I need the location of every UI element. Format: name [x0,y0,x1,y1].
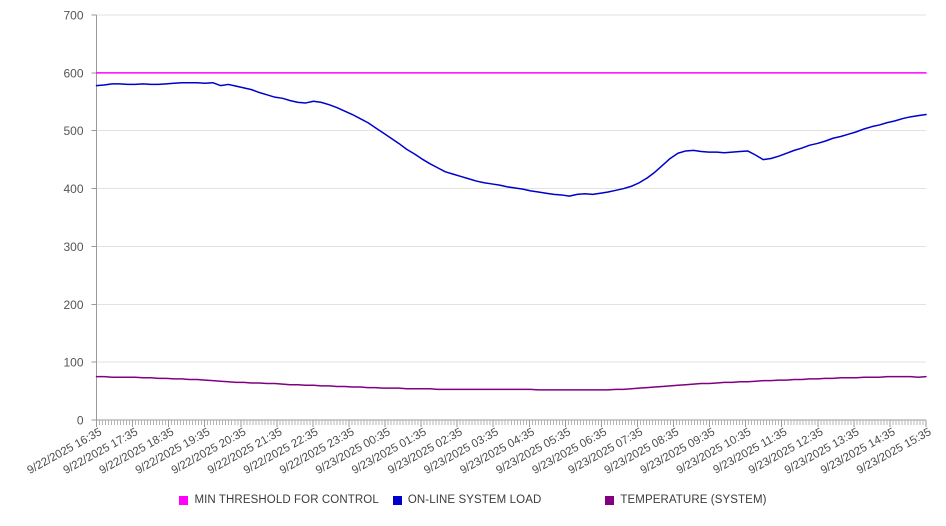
y-tick-label: 500 [63,124,83,138]
y-tick-label: 300 [63,240,83,254]
y-tick-label: 100 [63,356,83,370]
legend-row: MIN THRESHOLD FOR CONTROL ON-LINE SYSTEM … [179,494,766,506]
legend-label: TEMPERATURE (SYSTEM) [620,494,767,506]
chart-legend: MIN THRESHOLD FOR CONTROL ON-LINE SYSTEM … [0,494,946,506]
series-line [95,375,927,391]
series-line [95,81,927,197]
legend-color-swatch [392,495,402,505]
y-tick-label: 400 [63,182,83,196]
legend-label: ON-LINE SYSTEM LOAD [407,494,542,506]
y-axis: 0 100 200 300 400 500 600 700 [63,9,97,428]
y-tick-label: 0 [77,414,84,428]
legend-color-swatch [605,495,615,505]
legend-item[interactable]: MIN THRESHOLD FOR CONTROL [179,494,379,506]
y-tick-label: 200 [63,298,83,312]
y-tick-label: 700 [63,9,83,23]
legend-label: MIN THRESHOLD FOR CONTROL [194,494,379,506]
legend-item[interactable]: ON-LINE SYSTEM LOAD [392,494,542,506]
x-axis [96,419,927,427]
y-tick-label: 600 [63,66,83,80]
gridlines [96,14,926,421]
series-lines [95,72,927,391]
x-tick-labels: 9/22/2025 16:359/22/2025 17:359/22/2025 … [25,426,933,477]
legend-item[interactable]: TEMPERATURE (SYSTEM) [605,494,766,506]
legend-color-swatch [179,495,189,505]
